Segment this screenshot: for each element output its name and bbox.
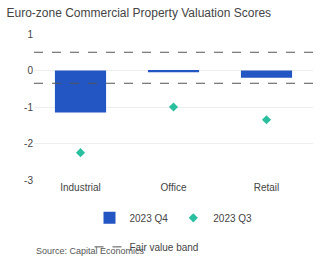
svg-text:-2: -2 bbox=[24, 138, 33, 149]
svg-text:Fair value band: Fair value band bbox=[130, 242, 199, 253]
svg-text:Source: Capital Economics: Source: Capital Economics bbox=[36, 246, 145, 256]
svg-text:-3: -3 bbox=[24, 175, 33, 186]
svg-text:Industrial: Industrial bbox=[60, 182, 101, 193]
svg-text:Euro-zone Commercial Property: Euro-zone Commercial Property Valuation … bbox=[7, 6, 272, 20]
svg-text:0: 0 bbox=[27, 65, 33, 76]
svg-text:2023 Q4: 2023 Q4 bbox=[130, 213, 169, 224]
svg-text:Retail: Retail bbox=[254, 182, 280, 193]
svg-text:Office: Office bbox=[161, 182, 187, 193]
svg-text:1: 1 bbox=[27, 29, 33, 40]
svg-text:-1: -1 bbox=[24, 102, 33, 113]
svg-text:2023 Q3: 2023 Q3 bbox=[213, 213, 252, 224]
